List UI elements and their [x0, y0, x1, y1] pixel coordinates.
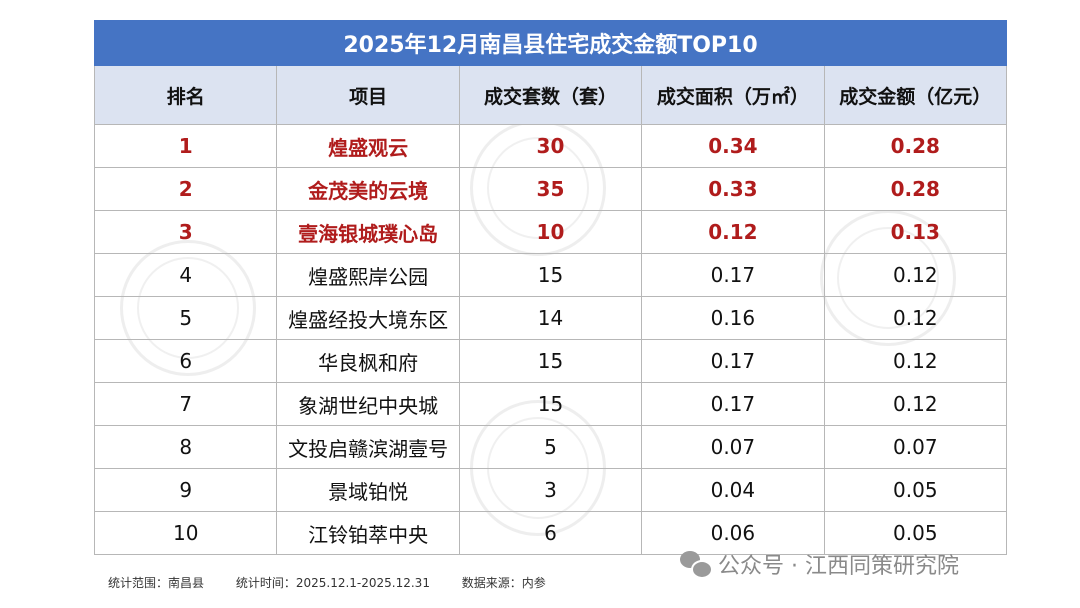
cell-amount: 0.13 — [823, 210, 1008, 254]
cell-rank: 1 — [93, 124, 278, 168]
cell-area: 0.34 — [641, 124, 825, 168]
cell-rank: 9 — [93, 468, 278, 512]
table-body: 1 煌盛观云 30 0.34 0.28 2 金茂美的云境 35 0.33 0.28 3 壹海银城璞心岛… — [93, 124, 1008, 555]
cell-project: 华良枫和府 — [276, 339, 460, 383]
cell-area: 0.17 — [641, 382, 825, 426]
cell-amount: 0.05 — [823, 511, 1008, 555]
cell-project: 煌盛经投大境东区 — [276, 296, 460, 340]
table-row: 6 华良枫和府 15 0.17 0.12 — [93, 339, 1008, 383]
ranking-table-container: 2025年12月南昌县住宅成交金额TOP10 排名 项目 成交套数（套） 成交面… — [93, 20, 1008, 555]
table-header-row: 排名 项目 成交套数（套） 成交面积（万㎡） 成交金额（亿元） — [93, 65, 1008, 125]
cell-rank: 4 — [93, 253, 278, 297]
table-row: 7 象湖世纪中央城 15 0.17 0.12 — [93, 382, 1008, 426]
cell-amount: 0.12 — [823, 253, 1008, 297]
cell-project: 文投启赣滨湖壹号 — [276, 425, 460, 469]
table-row: 3 壹海银城璞心岛 10 0.12 0.13 — [93, 210, 1008, 254]
cell-project: 煌盛观云 — [276, 124, 460, 168]
table-row: 1 煌盛观云 30 0.34 0.28 — [93, 124, 1008, 168]
cell-area: 0.12 — [641, 210, 825, 254]
table-row: 9 景域铂悦 3 0.04 0.05 — [93, 468, 1008, 512]
cell-area: 0.06 — [641, 511, 825, 555]
cell-units: 15 — [458, 382, 643, 426]
cell-rank: 5 — [93, 296, 278, 340]
header-rank: 排名 — [93, 65, 278, 125]
table-row: 4 煌盛熙岸公园 15 0.17 0.12 — [93, 253, 1008, 297]
cell-amount: 0.12 — [823, 382, 1008, 426]
header-units: 成交套数（套） — [458, 65, 643, 125]
wechat-icon — [680, 551, 713, 579]
footer-period: 统计时间：2025.12.1-2025.12.31 — [235, 576, 430, 590]
cell-amount: 0.28 — [823, 124, 1008, 168]
cell-units: 10 — [458, 210, 643, 254]
cell-units: 15 — [458, 253, 643, 297]
table-row: 10 江铃铂萃中央 6 0.06 0.05 — [93, 511, 1008, 555]
cell-area: 0.33 — [641, 167, 825, 211]
cell-units: 3 — [458, 468, 643, 512]
cell-amount: 0.05 — [823, 468, 1008, 512]
cell-project: 壹海银城璞心岛 — [276, 210, 460, 254]
brand-watermark: 公众号 · 江西同策研究院 — [680, 548, 959, 580]
cell-project: 江铃铂萃中央 — [276, 511, 460, 555]
brand-text: 公众号 · 江西同策研究院 — [718, 554, 959, 579]
footer-notes: 统计范围：南昌县 统计时间：2025.12.1-2025.12.31 数据来源：… — [108, 574, 574, 591]
cell-rank: 3 — [93, 210, 278, 254]
cell-area: 0.17 — [641, 339, 825, 383]
table-row: 5 煌盛经投大境东区 14 0.16 0.12 — [93, 296, 1008, 340]
cell-area: 0.07 — [641, 425, 825, 469]
cell-units: 35 — [458, 167, 643, 211]
cell-units: 6 — [458, 511, 643, 555]
header-area: 成交面积（万㎡） — [641, 65, 825, 125]
header-amount: 成交金额（亿元） — [823, 65, 1008, 125]
cell-amount: 0.12 — [823, 296, 1008, 340]
cell-units: 5 — [458, 425, 643, 469]
cell-area: 0.17 — [641, 253, 825, 297]
cell-amount: 0.07 — [823, 425, 1008, 469]
cell-project: 金茂美的云境 — [276, 167, 460, 211]
cell-rank: 7 — [93, 382, 278, 426]
table-row: 2 金茂美的云境 35 0.33 0.28 — [93, 167, 1008, 211]
cell-project: 景域铂悦 — [276, 468, 460, 512]
cell-rank: 6 — [93, 339, 278, 383]
footer-source: 数据来源：内参 — [461, 576, 546, 590]
cell-units: 15 — [458, 339, 643, 383]
cell-area: 0.16 — [641, 296, 825, 340]
cell-project: 象湖世纪中央城 — [276, 382, 460, 426]
cell-units: 30 — [458, 124, 643, 168]
header-project: 项目 — [276, 65, 460, 125]
cell-units: 14 — [458, 296, 643, 340]
cell-amount: 0.28 — [823, 167, 1008, 211]
table-title: 2025年12月南昌县住宅成交金额TOP10 — [94, 20, 1007, 66]
footer-scope: 统计范围：南昌县 — [108, 576, 205, 590]
table-row: 8 文投启赣滨湖壹号 5 0.07 0.07 — [93, 425, 1008, 469]
cell-project: 煌盛熙岸公园 — [276, 253, 460, 297]
ranking-table: 2025年12月南昌县住宅成交金额TOP10 排名 项目 成交套数（套） 成交面… — [93, 20, 1008, 555]
cell-amount: 0.12 — [823, 339, 1008, 383]
cell-area: 0.04 — [641, 468, 825, 512]
cell-rank: 8 — [93, 425, 278, 469]
cell-rank: 10 — [93, 511, 278, 555]
cell-rank: 2 — [93, 167, 278, 211]
